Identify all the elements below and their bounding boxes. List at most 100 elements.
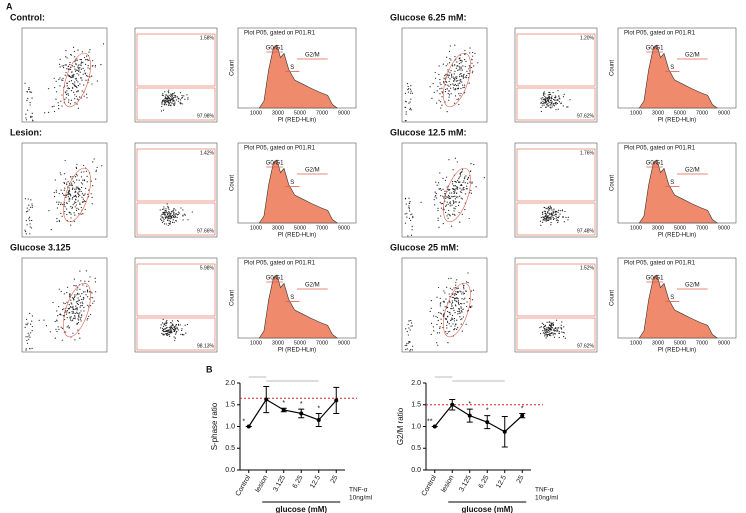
scatter-dot — [88, 291, 91, 293]
scatter-dot — [561, 210, 563, 212]
scatter-dot — [79, 203, 81, 206]
scatter-dot — [453, 296, 455, 299]
scatter-dot — [549, 91, 551, 94]
scatter-dot — [444, 75, 446, 77]
scatter-dot — [564, 337, 566, 339]
scatter-dot — [77, 287, 79, 289]
scatter-dot — [25, 119, 28, 121]
scatter-dot — [163, 206, 165, 208]
scatter-dot — [87, 65, 89, 67]
scatter-dot — [65, 196, 67, 198]
scatter-dot — [450, 307, 452, 310]
scatter-dot — [460, 312, 462, 314]
scatter-dot — [78, 189, 80, 191]
scatter-dot — [89, 305, 92, 307]
scatter-dot — [32, 119, 34, 121]
scatter-dot — [44, 112, 46, 114]
scatter-dot — [166, 95, 169, 97]
scatter-dot — [551, 327, 553, 329]
scatter-dot — [74, 206, 76, 208]
scatter-dot — [75, 312, 77, 315]
scatter-dot — [458, 58, 460, 60]
scatter-dot — [451, 74, 453, 76]
scatter-dot — [25, 211, 28, 213]
scatter-dot — [410, 92, 412, 94]
scatter-dot — [171, 215, 174, 217]
scatter-dot — [546, 99, 548, 102]
scatter-dot — [63, 302, 65, 304]
scatter-dot — [70, 302, 72, 304]
scatter-dot — [76, 292, 79, 294]
scatter-dot — [181, 94, 183, 97]
scatter-dot — [69, 316, 71, 318]
scatter-dot — [475, 186, 477, 188]
scatter-dot — [558, 332, 560, 334]
scatter-dot — [73, 212, 75, 214]
scatter-dot — [86, 75, 88, 77]
scatter-dot — [72, 306, 74, 309]
scatter-dot — [457, 85, 459, 87]
scatter-dot — [458, 312, 460, 314]
scatter-dot — [64, 74, 66, 76]
gate-label: G2/M — [305, 283, 320, 289]
scatter-dot — [179, 92, 182, 94]
scatter-dot — [76, 98, 78, 100]
scatter-dot — [185, 332, 187, 334]
scatter-dot — [161, 213, 163, 215]
scatter-dot — [432, 315, 435, 317]
scatter-dot — [78, 319, 80, 321]
scatter-dot — [459, 187, 461, 189]
scatter-dot — [559, 213, 561, 215]
scatter-dot — [166, 97, 168, 99]
scatter-dot — [430, 300, 432, 302]
scatter-dot — [543, 93, 545, 95]
scatter-dot — [88, 280, 90, 282]
gate-percentage: 1.42% — [200, 150, 215, 156]
scatter-dot — [66, 85, 68, 87]
scatter-dot — [467, 72, 469, 75]
scatter-dot — [49, 331, 51, 333]
scatter-dot — [404, 106, 406, 108]
scatter-dot — [76, 179, 78, 181]
scatter-dot — [465, 290, 467, 292]
scatter-dot — [77, 64, 79, 66]
scatter-dot — [550, 107, 552, 109]
scatter-dot — [162, 99, 164, 102]
scatter-dot — [76, 59, 78, 61]
scatter-dot — [411, 349, 414, 351]
scatter-dot — [87, 317, 89, 320]
scatter-dot — [69, 61, 71, 64]
histogram-x-tick: 3000 — [652, 225, 664, 231]
scatter-dot — [169, 327, 171, 329]
scatter-dot — [173, 328, 175, 330]
histogram-x-tick: 9000 — [718, 225, 730, 231]
scatter-dot — [460, 307, 462, 309]
scatter-dot — [68, 326, 70, 328]
y-tick-label: 1.0 — [411, 423, 421, 430]
scatter-dot — [74, 214, 76, 216]
scatter-dot — [60, 326, 62, 328]
scatter-dot — [453, 73, 455, 75]
significance-mark: * — [521, 405, 524, 412]
scatter-dot — [31, 112, 33, 115]
gate — [516, 202, 596, 236]
scatter-dot — [405, 328, 407, 330]
scatter-dot — [31, 347, 33, 349]
scatter-dot — [48, 210, 50, 212]
scatter-dot — [455, 205, 457, 208]
scatter-dot — [447, 93, 449, 95]
scatter-dot — [72, 297, 75, 299]
scatter-dot — [81, 201, 84, 203]
scatter-dot — [456, 179, 459, 181]
y-axis-label: G2/M ratio — [396, 407, 405, 445]
scatter-dot — [68, 74, 70, 77]
scatter-dot — [69, 68, 72, 71]
scatter-dot — [72, 308, 75, 310]
scatter-dot — [65, 64, 67, 66]
scatter-dot — [76, 289, 78, 291]
data-point — [246, 424, 251, 429]
scatter-dot — [549, 216, 551, 219]
scatter-dot — [60, 202, 62, 204]
scatter-dot — [448, 96, 450, 98]
scatter-dot — [548, 100, 550, 102]
